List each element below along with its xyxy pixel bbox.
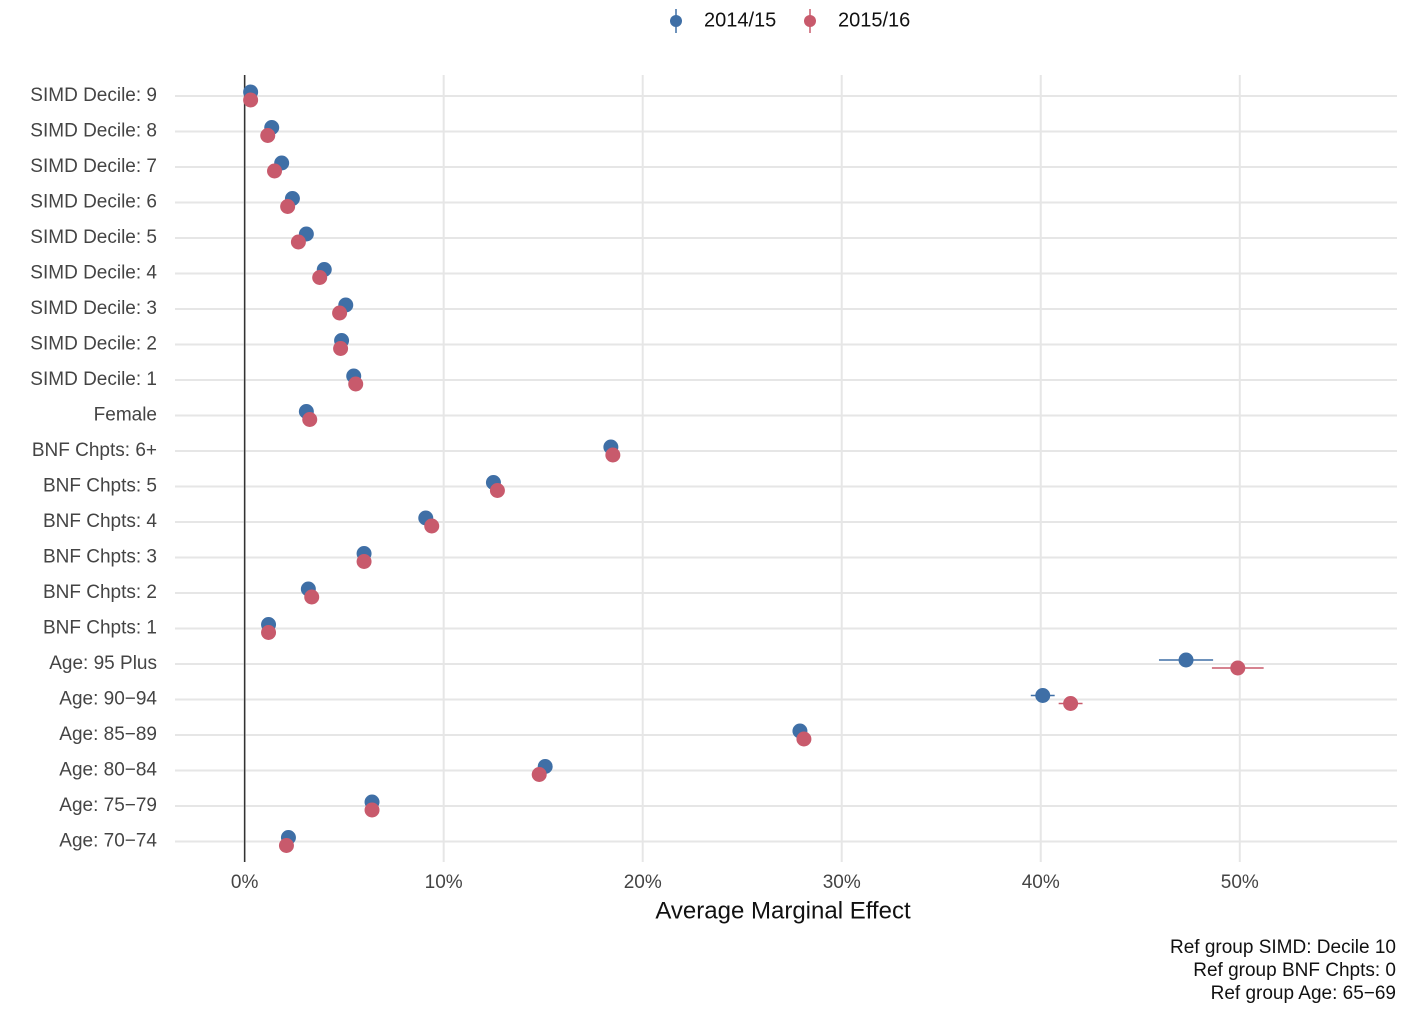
point <box>1035 688 1051 703</box>
point <box>489 483 505 498</box>
y-tick-label: BNF Chpts: 4 <box>43 511 157 532</box>
point <box>290 234 306 250</box>
point <box>1063 696 1079 711</box>
point <box>531 767 547 782</box>
x-axis-label: Average Marginal Effect <box>655 897 911 924</box>
point <box>348 376 364 392</box>
y-tick-label: Age: 95 Plus <box>49 653 157 674</box>
y-tick-label: SIMD Decile: 3 <box>30 298 157 319</box>
point <box>312 270 328 285</box>
y-tick-label: SIMD Decile: 5 <box>30 227 157 248</box>
x-tick-label: 30% <box>823 872 861 893</box>
x-tick-label: 0% <box>231 872 259 893</box>
y-tick-label: SIMD Decile: 6 <box>30 192 157 213</box>
y-tick-label: SIMD Decile: 4 <box>30 263 157 284</box>
y-tick-label: BNF Chpts: 3 <box>43 547 157 568</box>
y-tick-label: SIMD Decile: 1 <box>30 369 157 390</box>
point <box>424 518 440 534</box>
y-tick-label: Age: 90−94 <box>59 689 157 710</box>
y-tick-label: Age: 85−89 <box>59 724 157 745</box>
caption: Ref group SIMD: Decile 10 <box>1170 937 1396 958</box>
point <box>280 199 296 214</box>
y-tick-label: SIMD Decile: 9 <box>30 85 157 106</box>
point <box>605 447 621 463</box>
legend-label: 2014/15 <box>704 9 776 31</box>
point <box>356 554 372 569</box>
point <box>364 802 380 818</box>
x-tick-label: 20% <box>624 872 662 893</box>
point <box>302 412 318 427</box>
y-tick-label: BNF Chpts: 2 <box>43 582 157 603</box>
y-tick-label: SIMD Decile: 2 <box>30 334 157 355</box>
y-tick-label: BNF Chpts: 5 <box>43 476 157 497</box>
y-tick-label: BNF Chpts: 6+ <box>32 440 157 461</box>
point <box>796 731 812 747</box>
y-tick-label: Age: 80−84 <box>59 760 157 781</box>
legend-dot <box>670 15 682 27</box>
y-tick-label: Female <box>94 405 157 426</box>
caption: Ref group BNF Chpts: 0 <box>1193 960 1396 981</box>
y-tick-label: Age: 70−74 <box>59 831 157 852</box>
point <box>332 305 348 321</box>
y-tick-label: SIMD Decile: 8 <box>30 121 157 142</box>
point <box>261 625 277 640</box>
point <box>267 163 283 179</box>
y-tick-label: BNF Chpts: 1 <box>43 618 157 639</box>
y-tick-label: Age: 75−79 <box>59 795 157 816</box>
x-tick-label: 10% <box>425 872 463 893</box>
point <box>260 128 276 143</box>
point <box>304 589 320 605</box>
point <box>278 838 294 853</box>
point <box>243 92 259 108</box>
point <box>333 341 349 356</box>
x-tick-label: 40% <box>1022 872 1060 893</box>
point <box>1230 660 1246 676</box>
x-tick-label: 50% <box>1221 872 1259 893</box>
caption: Ref group Age: 65−69 <box>1211 983 1396 1004</box>
legend-label: 2015/16 <box>838 9 910 31</box>
y-tick-label: SIMD Decile: 7 <box>30 156 157 177</box>
legend-dot <box>804 15 816 27</box>
point <box>1178 652 1194 668</box>
